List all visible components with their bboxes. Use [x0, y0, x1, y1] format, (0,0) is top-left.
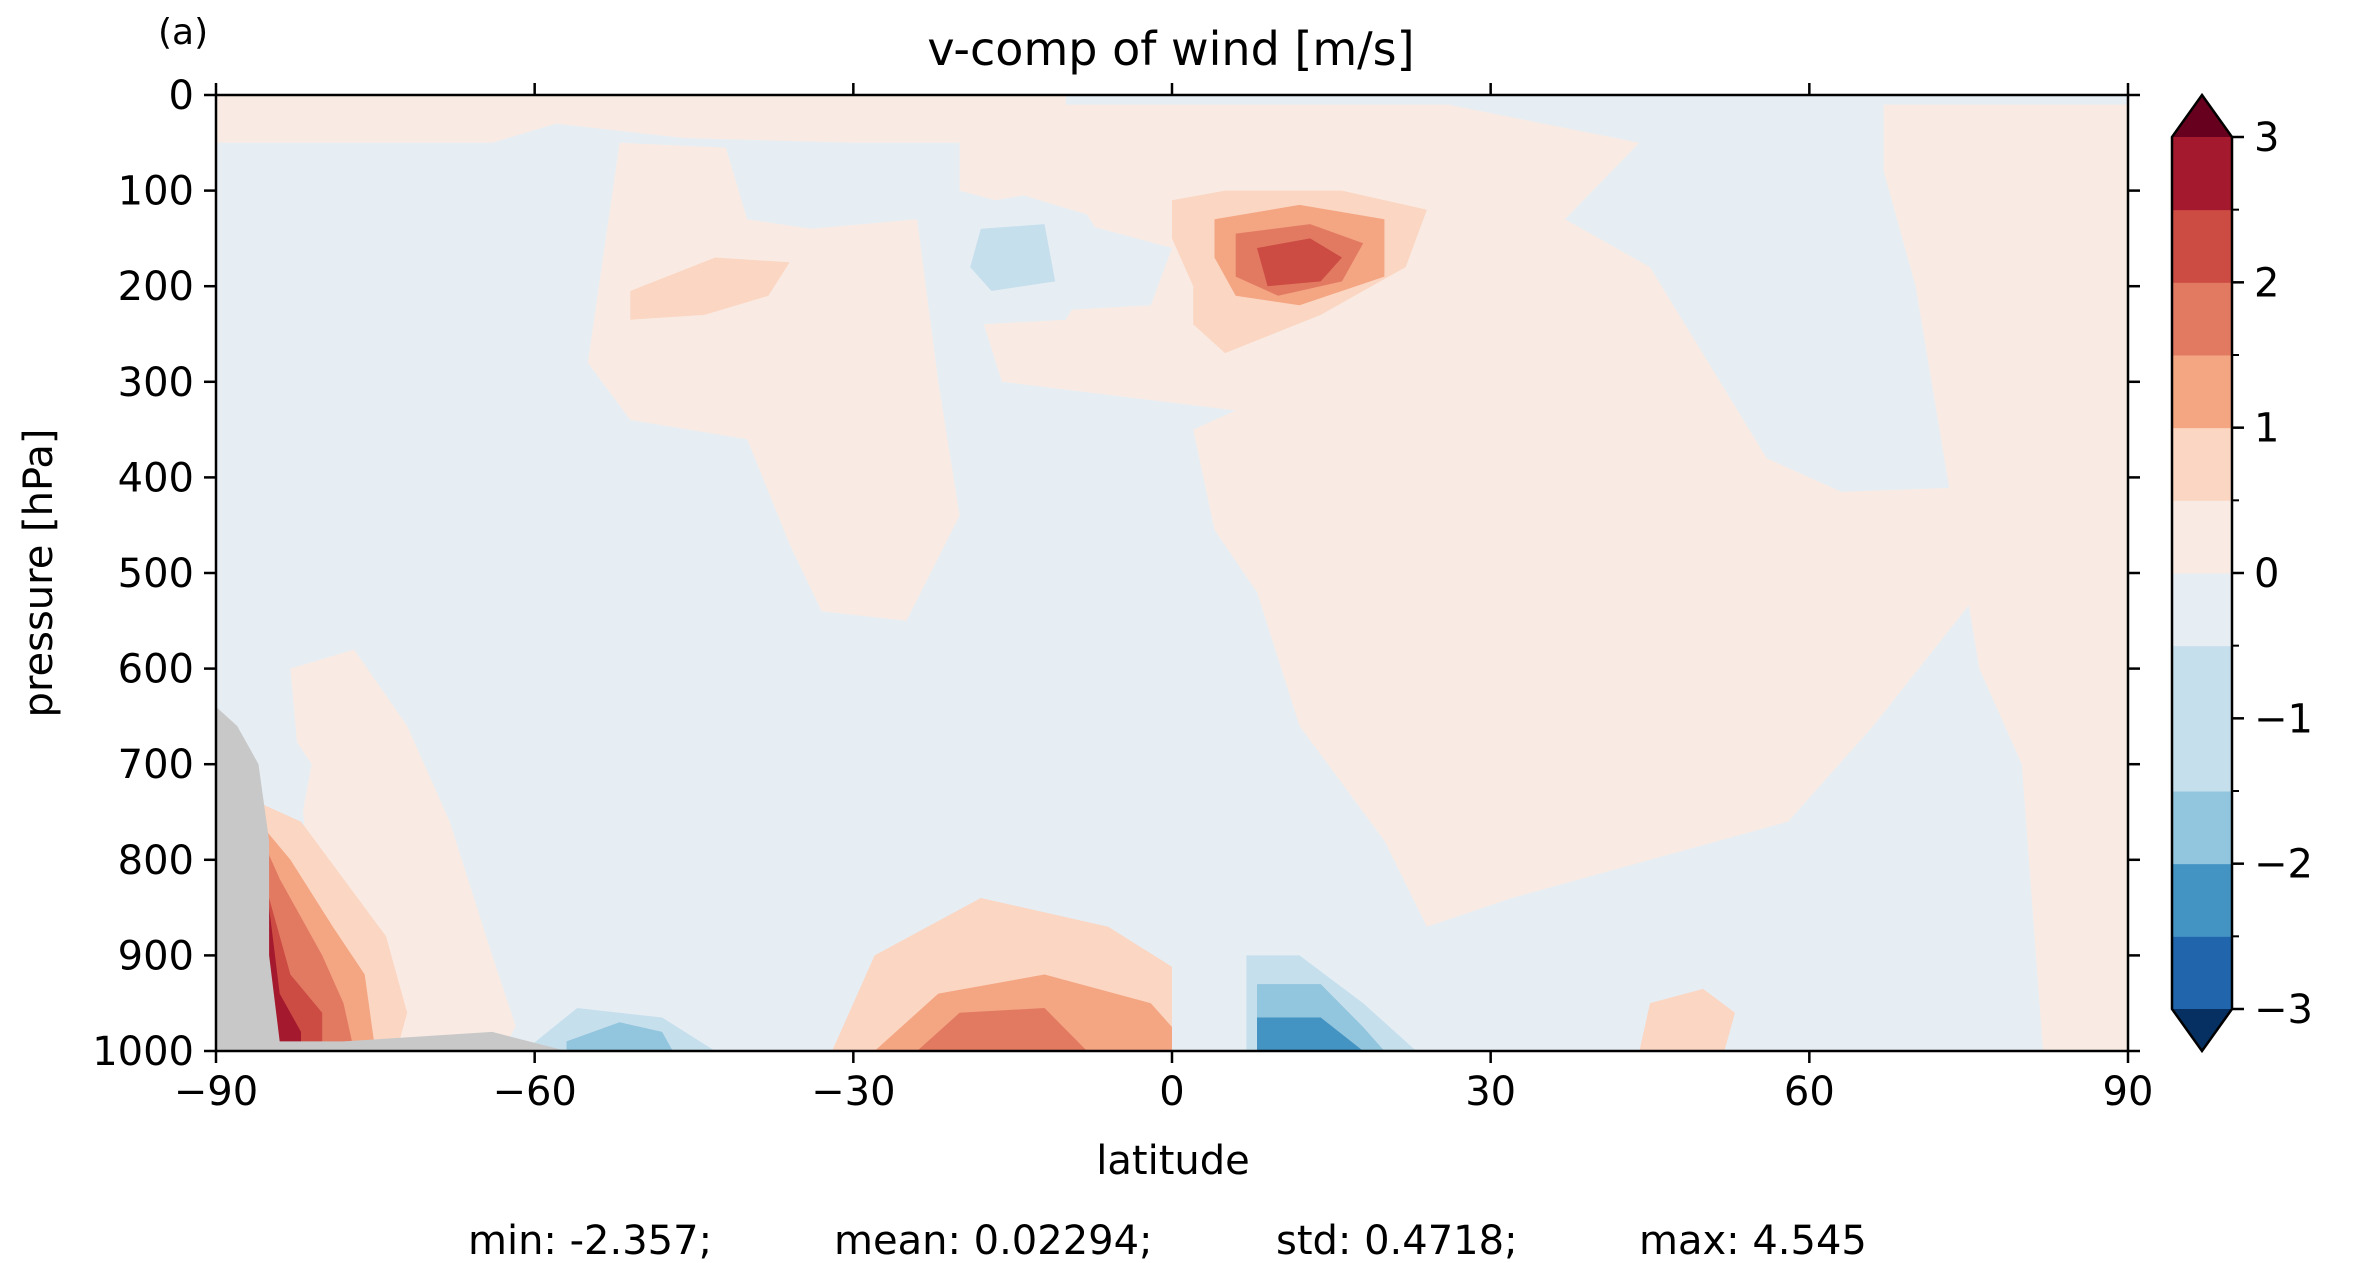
colorbar-bin	[2172, 936, 2232, 1010]
colorbar-bin	[2172, 863, 2232, 937]
contour-regions	[216, 95, 2128, 1051]
colorbar-extend-bottom	[2172, 1009, 2232, 1051]
x-axis-label: latitude	[1096, 1138, 1249, 1184]
colorbar-bin	[2172, 500, 2232, 574]
y-tick-label: 600	[118, 647, 194, 693]
colorbar-bin	[2172, 209, 2232, 283]
y-tick-label: 500	[118, 551, 194, 597]
contour-negative-upper-sh-1	[970, 224, 1056, 291]
x-tick-label: 60	[1784, 1069, 1835, 1115]
colorbar-tick-label: 2	[2254, 260, 2279, 306]
stat-mean: mean: 0.02294;	[834, 1218, 1153, 1263]
contour-positive-broad-south	[216, 95, 1066, 143]
colorbar-bin	[2172, 791, 2232, 865]
colorbar-bin	[2172, 645, 2232, 719]
plot-area	[214, 93, 2130, 1053]
colorbar-bin	[2172, 282, 2232, 356]
colorbar-tick-label: 0	[2254, 551, 2279, 597]
panel-label: (a)	[158, 12, 208, 53]
contour-positive-north-pole-strip	[1883, 104, 2128, 1051]
x-tick-label: −90	[174, 1069, 258, 1115]
x-tick-label: −60	[492, 1069, 576, 1115]
y-tick-label: 300	[118, 360, 194, 406]
stat-std: std: 0.4718;	[1276, 1218, 1518, 1263]
contour-positive-lower-subtropics-2	[917, 1008, 1087, 1051]
chart-title: v-comp of wind [m/s]	[927, 22, 1414, 76]
topography-mask	[216, 706, 567, 1051]
y-tick-label: 700	[118, 742, 194, 788]
colorbar-tick-label: 3	[2254, 115, 2279, 161]
y-tick-label: 0	[169, 73, 194, 119]
y-tick-label: 1000	[92, 1029, 194, 1075]
colorbar-bin	[2172, 718, 2232, 792]
colorbar-tick-label: −2	[2254, 842, 2313, 888]
y-tick-label: 400	[118, 455, 194, 501]
colorbar-bin	[2172, 355, 2232, 429]
x-tick-label: 90	[2103, 1069, 2154, 1115]
contour-negative-north-lowlevel	[1809, 1003, 1937, 1051]
x-tick-label: 0	[1159, 1069, 1184, 1115]
colorbar: 3 2 1 0 −1 −2 −3	[2170, 92, 2313, 1054]
colorbar-bin	[2172, 137, 2232, 211]
contour-positive-southmid-upper	[587, 142, 960, 621]
contour-positive-ridge-200	[630, 257, 790, 320]
x-tick-label: −30	[811, 1069, 895, 1115]
colorbar-extend-top	[2172, 95, 2232, 137]
contour-positive-north-lowlevel	[1639, 988, 1735, 1051]
x-axis: −90 −60 −30 0 30 60 90	[174, 83, 2154, 1115]
y-axis-label: pressure [hPa]	[16, 429, 62, 718]
contour-positive-jet-nh-3	[1257, 238, 1342, 287]
y-tick-label: 200	[118, 264, 194, 310]
colorbar-bin	[2172, 427, 2232, 501]
x-tick-label: 30	[1465, 1069, 1516, 1115]
stat-min: min: -2.357;	[468, 1218, 712, 1263]
y-axis: 0 100 200 300 400 500 600 700 800 900 1000	[92, 73, 2140, 1075]
y-tick-label: 800	[118, 838, 194, 884]
colorbar-tick-label: 1	[2254, 406, 2279, 452]
contour-negative-south-mid	[237, 716, 312, 822]
contour-negative-near-equator-low-3	[1257, 1017, 1364, 1051]
y-tick-label: 100	[118, 169, 194, 215]
contour-negative-sh-low-2	[566, 1022, 673, 1051]
colorbar-bin	[2172, 573, 2232, 647]
colorbar-tick-label: −3	[2254, 987, 2313, 1033]
y-tick-label: 900	[118, 933, 194, 979]
colorbar-tick-label: −1	[2254, 696, 2313, 742]
stat-max: max: 4.545	[1639, 1218, 1867, 1263]
